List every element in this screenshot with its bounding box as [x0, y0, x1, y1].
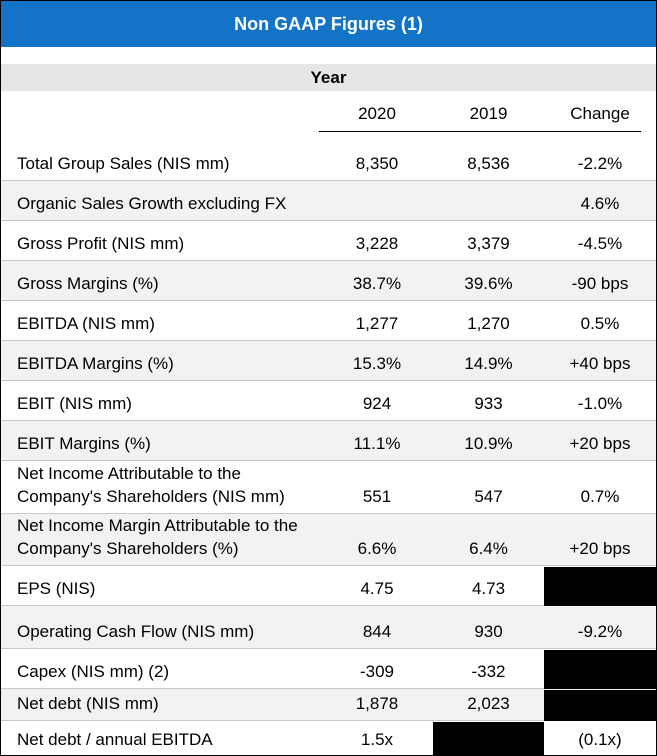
table-cell: 38.7%: [352, 274, 402, 293]
table-row: [1, 514, 656, 566]
table-cell: +20 bps: [569, 434, 631, 453]
table-cell: 8,536: [467, 154, 510, 173]
redacted-cell: [544, 650, 656, 689]
row-label: Operating Cash Flow (NIS mm): [17, 622, 255, 641]
table-row: [1, 341, 656, 381]
table-cell: 1,277: [355, 314, 399, 333]
table-row: [1, 721, 656, 755]
row-label: Net Income Margin Attributable to the Co…: [17, 516, 298, 558]
table-cell: 0.7%: [580, 487, 620, 506]
table-cell: 3,228: [355, 234, 399, 253]
row-label: Gross Margins (%): [17, 274, 159, 293]
table-cell: 930: [474, 622, 503, 641]
title: Non GAAP Figures (1): [1, 1, 656, 47]
redacted-cell: [433, 722, 544, 755]
table-cell: 4.73: [471, 579, 506, 598]
table-cell: 844: [362, 622, 392, 641]
table-row: [1, 381, 656, 421]
row-label: Organic Sales Growth excluding FX: [17, 194, 287, 213]
table-row: [1, 136, 656, 181]
table-cell: -309: [359, 662, 395, 681]
table-cell: 3,379: [467, 234, 510, 253]
row-label: Gross Profit (NIS mm): [17, 234, 185, 253]
table-cell: -9.2%: [577, 622, 623, 641]
table-row: [1, 421, 656, 461]
group-header: Year: [1, 64, 656, 91]
column-header: 2020: [358, 104, 396, 123]
row-label: Total Group Sales (NIS mm): [17, 154, 230, 173]
redacted-cell: [544, 567, 656, 606]
table-row: [1, 301, 656, 341]
column-header: 2019: [469, 104, 508, 123]
table-cell: 547: [474, 487, 503, 506]
header-rule: [319, 131, 641, 132]
table-row: [1, 606, 656, 649]
table-cell: -4.5%: [577, 234, 623, 253]
table-cell: 4.6%: [580, 194, 620, 213]
table-cell: 6.6%: [357, 539, 397, 558]
table-row: [1, 261, 656, 301]
row-label: Net debt / annual EBITDA: [17, 730, 213, 749]
table-cell: 2,023: [467, 694, 510, 713]
table-cell: -90 bps: [571, 274, 629, 293]
table-cell: 10.9%: [464, 434, 513, 453]
table-cell: 924: [362, 394, 392, 413]
row-label: EBIT Margins (%): [17, 434, 151, 453]
table-cell: 1,270: [467, 314, 510, 333]
table-cell: +40 bps: [569, 354, 631, 373]
table-cell: 14.9%: [464, 354, 513, 373]
table-cell: 11.1%: [353, 434, 401, 453]
table-cell: 933: [474, 394, 503, 413]
table-cell: (0.1x): [578, 730, 622, 749]
table-cell: 39.6%: [464, 274, 513, 293]
redacted-cell: [544, 690, 656, 721]
table-cell: 15.3%: [352, 354, 402, 373]
table-cell: 551: [362, 487, 392, 506]
table-row: [1, 181, 656, 221]
table-cell: 6.4%: [469, 539, 508, 558]
table-cell: -1.0%: [577, 394, 623, 413]
row-label: EBITDA Margins (%): [17, 354, 174, 373]
table-cell: -332: [471, 662, 506, 681]
row-label: Net Income Attributable to the Company's…: [17, 464, 285, 506]
table-cell: +20 bps: [569, 539, 631, 558]
table-cell: -2.2%: [577, 154, 623, 173]
table-cell: 8,350: [355, 154, 399, 173]
row-label: EPS (NIS): [17, 579, 96, 598]
row-label: EBIT (NIS mm): [17, 394, 132, 413]
table-cell: 1.5x: [360, 730, 394, 749]
table-cell: 4.75: [360, 579, 394, 598]
table-row: [1, 461, 656, 514]
row-label: Capex (NIS mm) (2): [17, 662, 170, 681]
table-row: [1, 221, 656, 261]
row-label: Net debt (NIS mm): [17, 694, 159, 713]
table-cell: 0.5%: [580, 314, 620, 333]
row-label: EBITDA (NIS mm): [17, 314, 155, 333]
table-cell: 1,878: [355, 694, 399, 713]
column-header: Change: [570, 104, 630, 123]
